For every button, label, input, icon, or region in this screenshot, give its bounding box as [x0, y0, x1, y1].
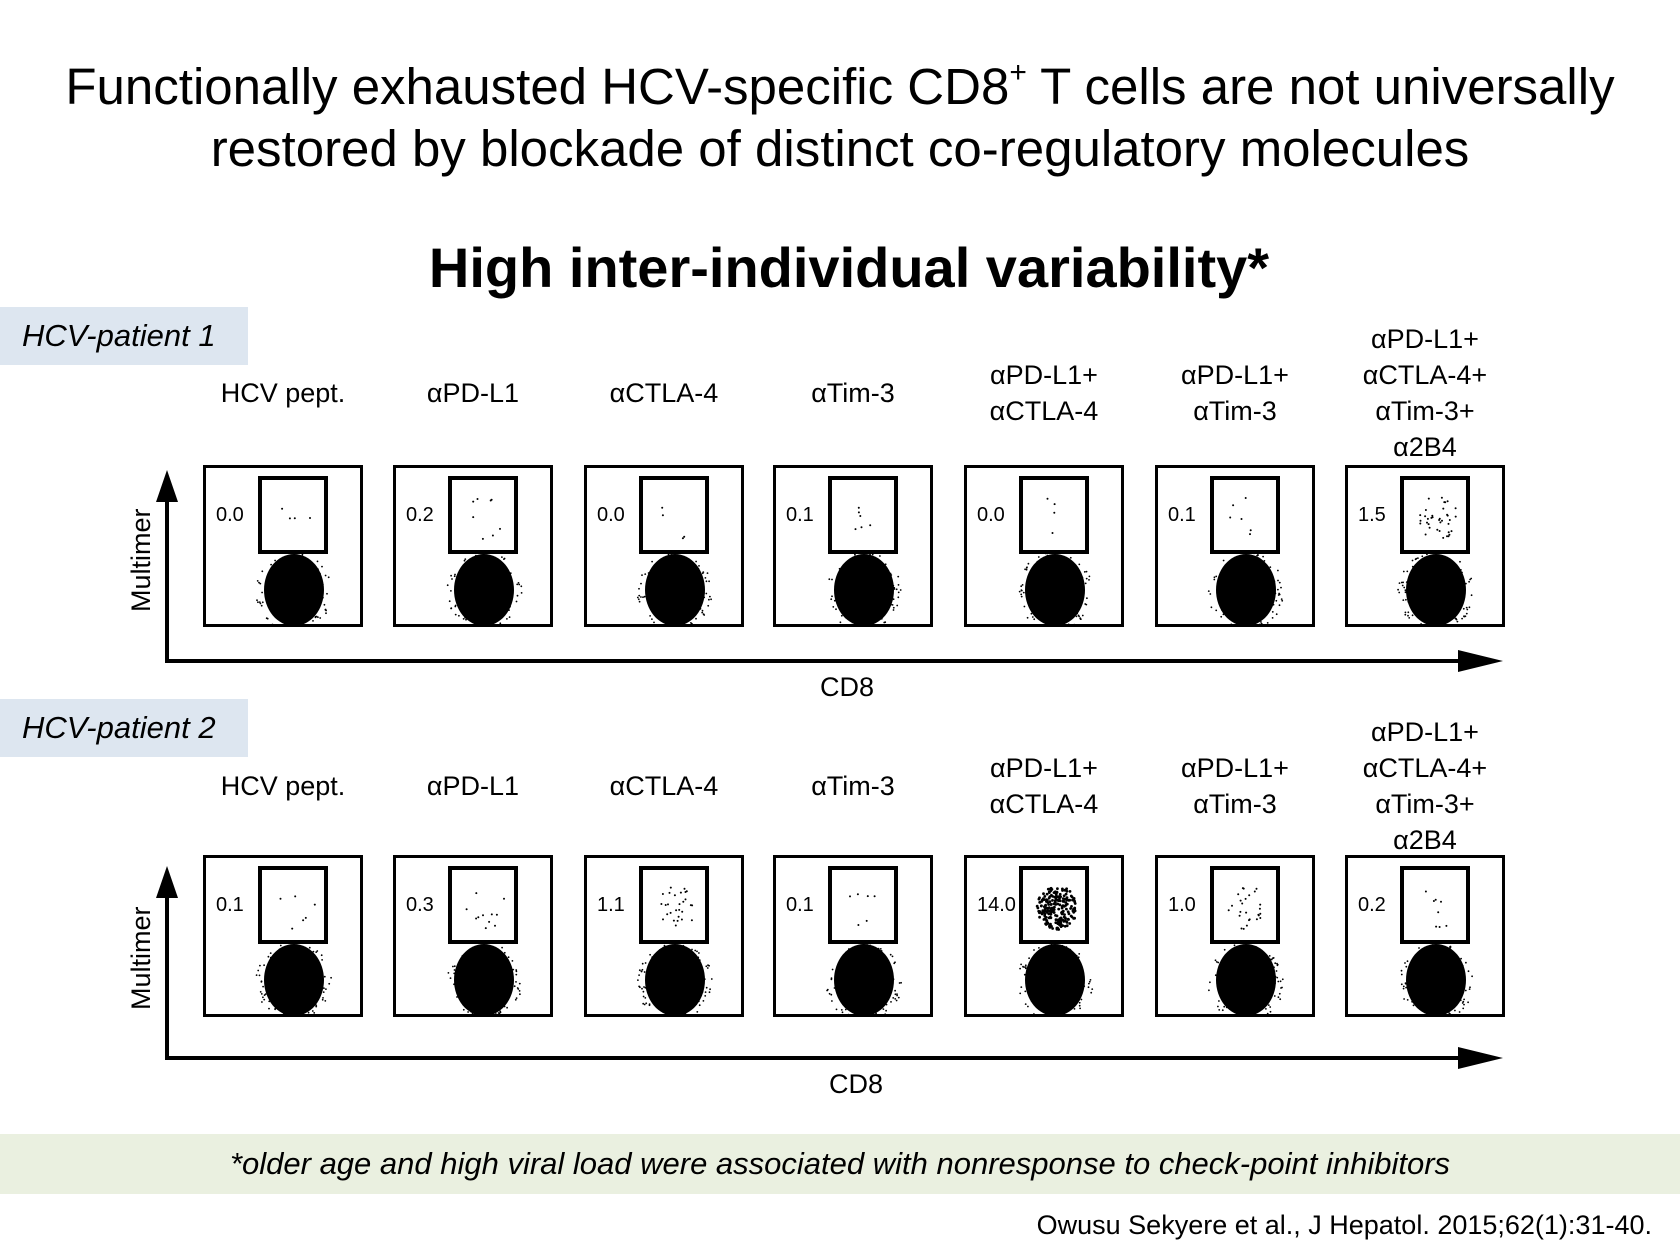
y-axis-arrow-patient-2	[156, 866, 178, 898]
citation: Owusu Sekyere et al., J Hepatol. 2015;62…	[1036, 1210, 1652, 1240]
title-line-2: restored by blockade of distinct co-regu…	[210, 120, 1470, 177]
x-axis-arrow-patient-2	[1458, 1047, 1503, 1069]
slide-title: Functionally exhausted HCV-specific CD8+…	[0, 56, 1680, 180]
slide-subtitle: High inter-individual variability*	[428, 236, 1270, 299]
title-line-1: Functionally exhausted HCV-specific CD8+…	[65, 56, 1615, 116]
x-axis-arrow-patient-1	[1458, 650, 1503, 672]
y-axis-arrow-patient-1	[156, 470, 178, 502]
footnote: *older age and high viral load were asso…	[0, 1134, 1680, 1194]
